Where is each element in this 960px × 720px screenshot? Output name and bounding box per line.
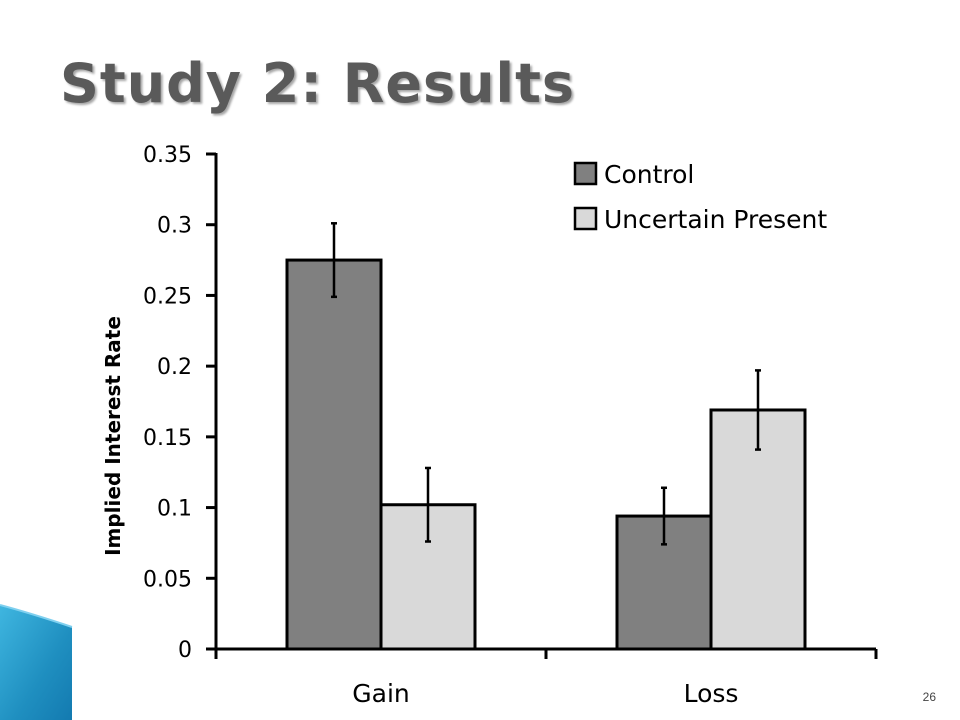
bar-chart: Implied Interest Rate 0 0.05 0.1 0.15 0.2 0.2… [0, 0, 960, 720]
x-category-label: Gain [352, 679, 409, 708]
y-tick-label: 0.05 [143, 567, 192, 592]
bar-gain-control [287, 260, 381, 649]
bars [287, 260, 805, 649]
y-tick-label: 0.35 [143, 143, 192, 168]
corner-wave-decoration [0, 595, 74, 720]
y-tick-label: 0 [178, 638, 192, 663]
y-tick-label: 0.15 [143, 426, 192, 451]
y-axis-ticks: 0 0.05 0.1 0.15 0.2 0.25 0.3 0.35 [143, 143, 216, 663]
y-tick-label: 0.2 [157, 355, 192, 380]
y-axis-label: Implied Interest Rate [101, 316, 125, 556]
legend-swatch [575, 208, 596, 229]
legend: Control Uncertain Present [575, 160, 827, 234]
legend-label: Uncertain Present [604, 205, 827, 234]
x-category-label: Loss [684, 679, 739, 708]
error-bars [331, 223, 761, 544]
y-tick-label: 0.3 [157, 214, 192, 239]
y-tick-label: 0.1 [157, 497, 192, 522]
x-axis-category-labels: Gain Loss [352, 679, 738, 708]
y-tick-label: 0.25 [143, 284, 192, 309]
slide-number: 26 [923, 690, 936, 704]
legend-label: Control [604, 160, 694, 189]
legend-swatch [575, 163, 596, 184]
